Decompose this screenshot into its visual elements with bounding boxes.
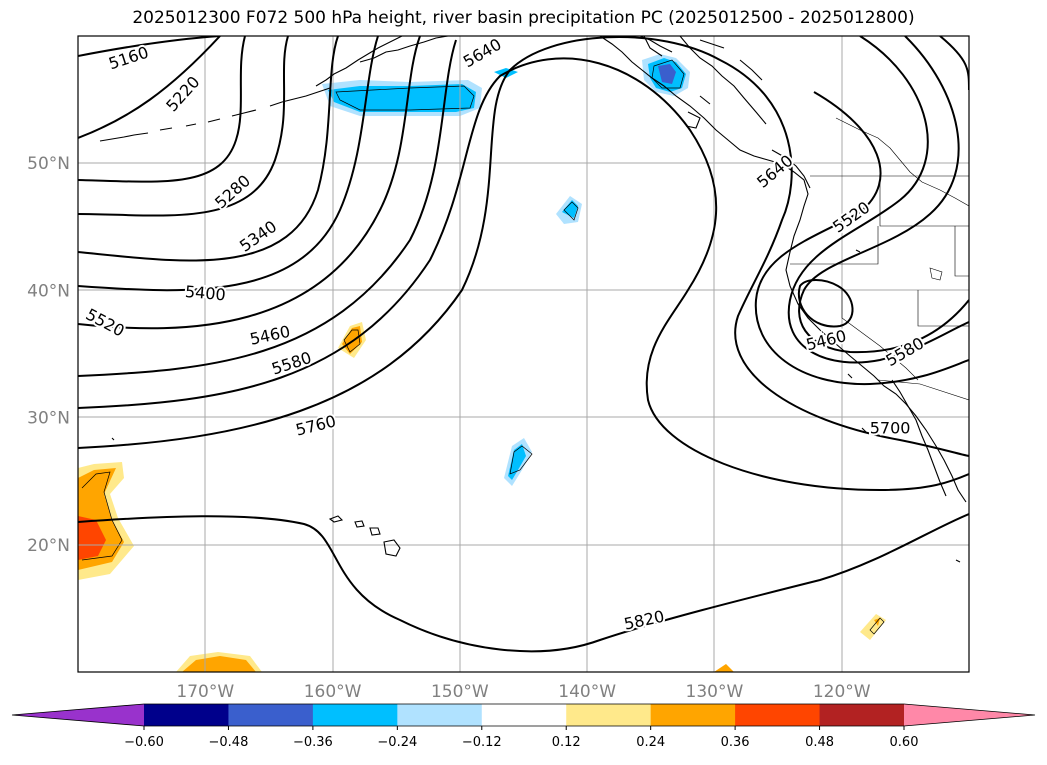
latitude-label: 50°N: [27, 154, 70, 174]
longitude-label: 120°W: [813, 682, 871, 702]
colorbar-tick-label: 0.12: [552, 735, 581, 750]
colorbar-segment: [566, 704, 652, 726]
colorbar-tick-label: −0.60: [124, 735, 164, 750]
colorbar-under-arrow: [12, 704, 144, 726]
map-title: 2025012300 F072 500 hPa height, river ba…: [132, 8, 915, 28]
colorbar-tick-label: −0.12: [462, 735, 502, 750]
colorbar-segment: [312, 704, 398, 726]
colorbar-tick-label: 0.48: [805, 735, 834, 750]
map-area: [78, 36, 969, 672]
colorbar-segment: [397, 704, 483, 726]
colorbar-tick-label: −0.36: [293, 735, 333, 750]
latitude-label: 30°N: [27, 409, 70, 429]
longitude-label: 140°W: [558, 682, 616, 702]
colorbar-tick-label: −0.24: [377, 735, 417, 750]
colorbar-tick-label: 0.36: [721, 735, 750, 750]
colorbar-segment: [735, 704, 821, 726]
latitude-labels: 20°N 30°N 40°N 50°N: [27, 154, 70, 556]
longitude-label: 160°W: [304, 682, 362, 702]
longitude-label: 130°W: [686, 682, 744, 702]
height-contours: [78, 36, 969, 653]
contour-label: 5700: [870, 419, 911, 438]
colorbar: −0.60 −0.48 −0.36 −0.24 −0.12 0.12 0.24 0.36 0.4…: [11, 703, 1036, 750]
colorbar-segment: [228, 704, 314, 726]
longitude-label: 170°W: [176, 682, 234, 702]
colorbar-tick-labels: −0.60 −0.48 −0.36 −0.24 −0.12 0.12 0.24 0.36 0.4…: [124, 726, 918, 750]
latitude-label: 40°N: [27, 281, 70, 301]
shading-outlines: [81, 59, 885, 635]
coastlines: [99, 36, 967, 563]
map-frame: [77, 35, 970, 673]
colorbar-tick-label: 0.60: [890, 735, 919, 750]
colorbar-segment: [650, 704, 736, 726]
latitude-label: 20°N: [27, 536, 70, 556]
colorbar-segment: [144, 704, 229, 726]
colorbar-segments: [144, 704, 905, 726]
longitude-label: 150°W: [431, 682, 489, 702]
colorbar-segment: [481, 704, 567, 726]
colorbar-segment: [819, 704, 905, 726]
longitude-labels: 170°W 160°W 150°W 140°W 130°W 120°W: [176, 682, 870, 702]
colorbar-tick-label: −0.48: [209, 735, 249, 750]
colorbar-over-arrow: [904, 704, 1035, 726]
contour-label: 5400: [184, 282, 226, 304]
graticule: [78, 36, 969, 672]
colorbar-tick-label: 0.24: [636, 735, 665, 750]
